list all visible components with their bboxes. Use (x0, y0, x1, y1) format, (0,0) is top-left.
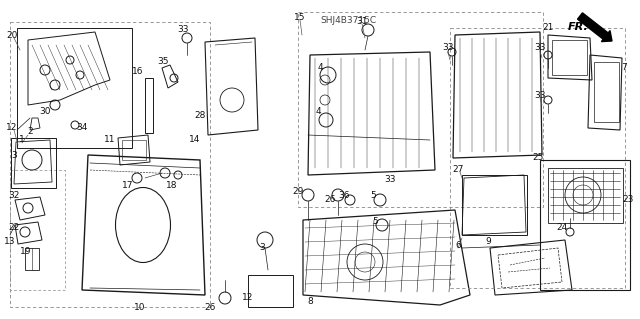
Text: 29: 29 (292, 188, 304, 197)
Text: 28: 28 (195, 110, 205, 120)
Text: 1: 1 (19, 136, 25, 145)
Text: 10: 10 (134, 303, 146, 313)
Text: 19: 19 (20, 248, 32, 256)
Text: 30: 30 (39, 108, 51, 116)
Text: 15: 15 (294, 13, 306, 23)
Bar (17, 28, 132, 148)
Text: 5: 5 (372, 218, 378, 226)
Text: 18: 18 (166, 181, 178, 189)
Text: 33: 33 (534, 43, 546, 53)
Text: 14: 14 (189, 136, 201, 145)
Bar (10, 170, 65, 290)
Text: 3: 3 (11, 151, 17, 160)
Text: 11: 11 (104, 136, 116, 145)
Text: 12: 12 (6, 123, 18, 132)
Text: 16: 16 (132, 68, 144, 77)
Bar (462, 175, 527, 235)
Bar (298, 12, 543, 207)
Text: 20: 20 (6, 31, 18, 40)
Text: 24: 24 (556, 224, 568, 233)
Text: 4: 4 (315, 108, 321, 116)
Text: 26: 26 (324, 196, 336, 204)
Text: 8: 8 (307, 298, 313, 307)
Bar (25, 248, 39, 270)
Bar (248, 275, 293, 307)
Text: 21: 21 (542, 24, 554, 33)
Text: 17: 17 (122, 181, 134, 189)
Text: 6: 6 (455, 241, 461, 249)
Bar (122, 140, 146, 160)
Text: 35: 35 (157, 57, 169, 66)
Text: 32: 32 (8, 190, 20, 199)
Text: 33: 33 (177, 26, 189, 34)
Text: 2: 2 (27, 128, 33, 137)
Bar (10, 22, 210, 307)
Text: 7: 7 (621, 63, 627, 72)
Text: 36: 36 (339, 190, 349, 199)
Text: 23: 23 (622, 196, 634, 204)
Text: FR.: FR. (568, 22, 589, 32)
Text: 33: 33 (442, 43, 454, 53)
Text: 22: 22 (8, 224, 20, 233)
Text: 34: 34 (76, 123, 88, 132)
Text: 27: 27 (452, 166, 464, 174)
Bar (552, 40, 587, 75)
Text: 33: 33 (534, 91, 546, 100)
Text: 12: 12 (243, 293, 253, 302)
Text: SHJ4B3715C: SHJ4B3715C (321, 16, 377, 25)
FancyArrow shape (577, 13, 612, 41)
Text: 25: 25 (532, 153, 544, 162)
Text: 4: 4 (317, 63, 323, 72)
Bar (450, 28, 625, 288)
Text: 3: 3 (259, 243, 265, 253)
Bar (548, 168, 623, 223)
Text: 5: 5 (370, 190, 376, 199)
Bar (540, 160, 630, 290)
Text: 13: 13 (4, 238, 16, 247)
Bar (145, 78, 153, 133)
Text: 31: 31 (356, 18, 368, 26)
Text: 33: 33 (384, 175, 396, 184)
Text: 9: 9 (485, 238, 491, 247)
Bar (11, 138, 56, 188)
Text: 26: 26 (204, 303, 216, 313)
Bar (594, 62, 619, 122)
